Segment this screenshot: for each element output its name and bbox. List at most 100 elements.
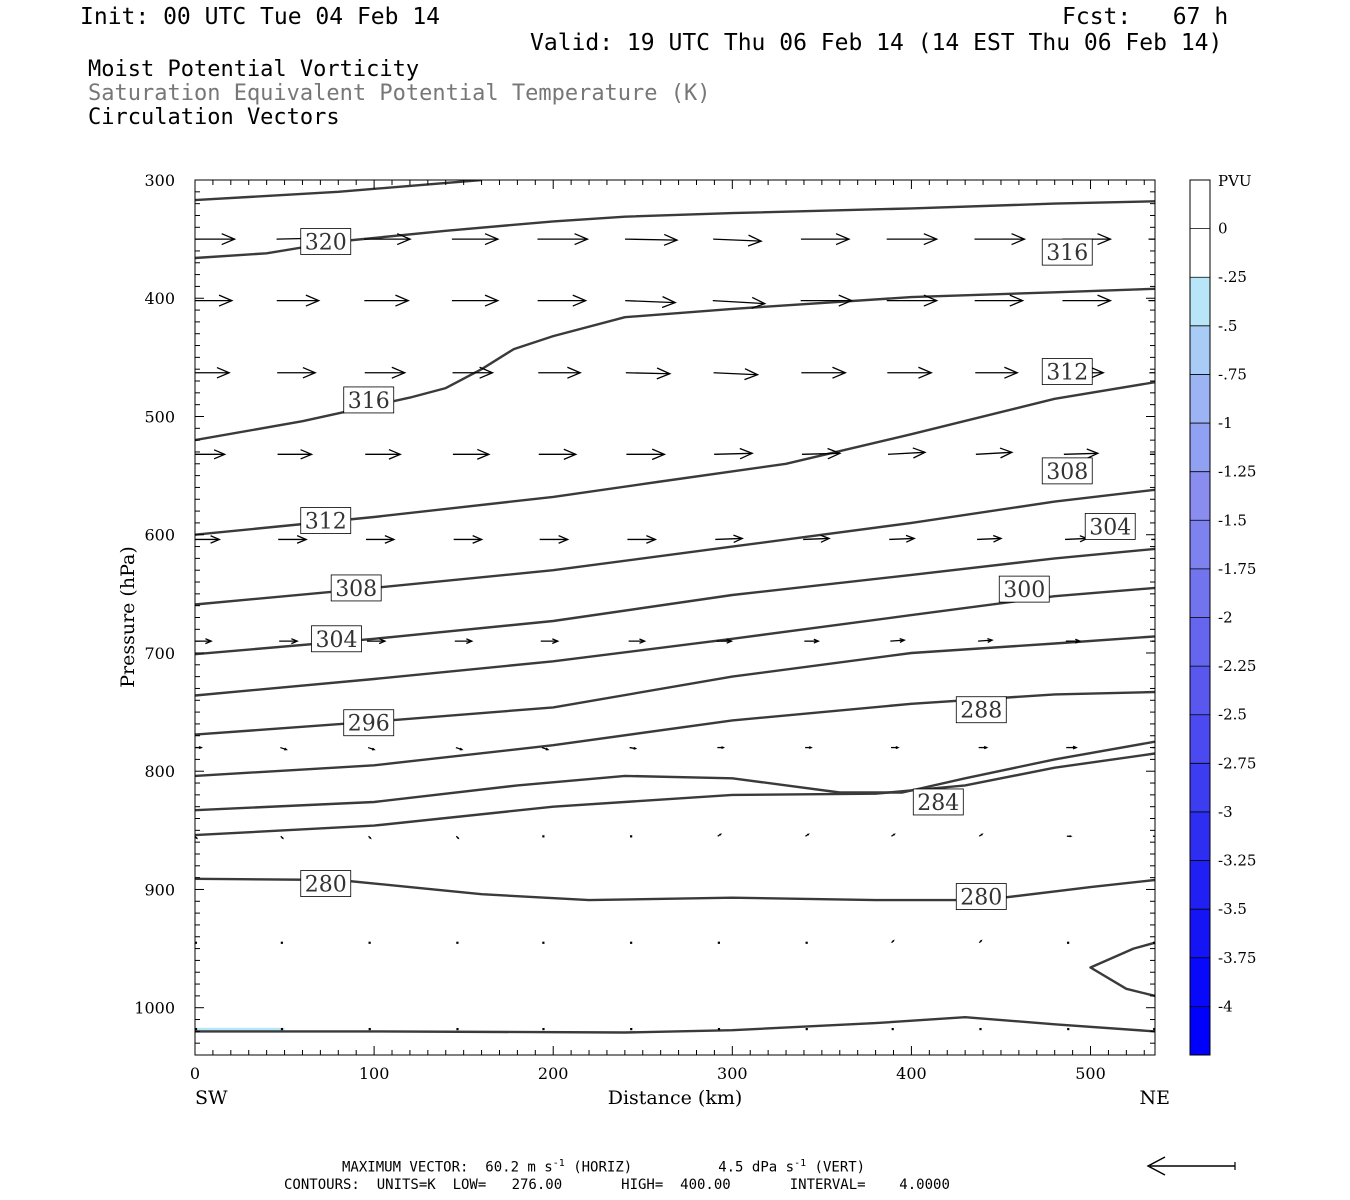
circulation-vector [540, 638, 560, 645]
vector-head [221, 233, 237, 246]
circulation-vector [974, 294, 1025, 307]
vector-dot [630, 1027, 633, 1031]
vector-head [205, 638, 213, 645]
circulation-vector [717, 746, 726, 749]
vector-head [296, 535, 308, 544]
vector-head [987, 637, 994, 643]
vector-head [1009, 294, 1025, 307]
circulation-vector [537, 233, 590, 246]
contour-label-text: 280 [960, 886, 1002, 911]
vector-head [721, 746, 726, 749]
circulation-vector [625, 367, 672, 380]
vert-unit-exponent: -1 [794, 1158, 807, 1169]
contour-label: 320 [300, 228, 352, 255]
vector-head [923, 233, 939, 246]
vector-head [895, 746, 900, 750]
circulation-vector [195, 449, 227, 460]
colorbar-swatch [1190, 520, 1210, 570]
vector-shaft [714, 452, 753, 455]
vector-head [983, 745, 989, 750]
circulation-vector [800, 294, 854, 307]
contour-label: 304 [311, 625, 362, 653]
circulation-vector [717, 941, 720, 944]
circulation-vector [886, 233, 939, 246]
colorbar-tick-label: -.5 [1218, 317, 1237, 335]
colorbar-swatch [1190, 180, 1210, 230]
vector-head [563, 448, 578, 460]
vector-head [466, 638, 474, 645]
circulation-vector [1065, 535, 1089, 543]
colorbar-tick-label: -2.75 [1218, 754, 1256, 772]
colorbar-swatch [1190, 325, 1210, 375]
vector-head [459, 747, 464, 751]
theta-es-contour [195, 381, 1155, 536]
vector-head [923, 294, 939, 307]
vector-shaft [890, 639, 905, 642]
vector-shaft [889, 537, 915, 541]
vector-head [302, 366, 317, 379]
contour-label-text: 296 [348, 712, 390, 737]
circulation-vector [364, 366, 407, 379]
contour-label: 280 [955, 883, 1007, 911]
circulation-vector [456, 1027, 459, 1031]
vector-shaft [625, 238, 678, 241]
circulation-vector [278, 535, 308, 544]
vector-head [479, 366, 495, 379]
colorbar-tick-label: -.25 [1218, 268, 1247, 286]
vector-dot [542, 835, 545, 838]
circulation-vector [715, 534, 744, 544]
colorbar-swatch [1190, 228, 1210, 278]
circulation-vector [276, 294, 321, 307]
theta-es-contour [195, 287, 1155, 442]
vector-head [477, 448, 491, 460]
theta-es-contour [1089, 941, 1155, 998]
circulation-vector [454, 638, 474, 645]
vector-head [216, 366, 231, 379]
vector-shaft [803, 537, 830, 541]
vector-head [832, 366, 848, 379]
y-tick-label: 500 [144, 407, 175, 426]
circulation-vector [1152, 835, 1155, 837]
colorbar-tick-label: 0 [1218, 220, 1228, 238]
circulation-vector [280, 746, 288, 751]
vector-head [899, 637, 906, 643]
theta-es-contour [195, 877, 1155, 902]
vector-head [1011, 233, 1027, 246]
y-tick-label: 300 [144, 171, 175, 190]
y-tick-label: 800 [144, 762, 175, 781]
vector-head [651, 448, 667, 461]
circulation-vector [977, 534, 1003, 543]
y-tick-label: 900 [144, 880, 175, 899]
circulation-vector [195, 1027, 198, 1031]
circulation-vector [455, 835, 460, 840]
circulation-vector [804, 638, 821, 644]
contour-label-box [300, 507, 352, 534]
vector-head [567, 366, 582, 379]
vector-dot [805, 1027, 808, 1031]
circulation-vector [713, 234, 763, 247]
contour-label-text: 320 [305, 230, 347, 255]
vector-dot [1153, 941, 1155, 944]
circulation-vector [714, 447, 754, 460]
circulation-vector [803, 534, 831, 543]
vector-dot [280, 941, 283, 944]
vector-head [835, 233, 851, 246]
vector-dot [542, 941, 545, 944]
circulation-vector [630, 941, 633, 944]
vector-head [813, 638, 821, 644]
contour-label-text: 304 [1089, 515, 1131, 540]
vector-head [574, 233, 590, 246]
theta-es-contour [195, 690, 1155, 778]
x-tick-label: 200 [538, 1064, 569, 1083]
circulation-vector [368, 835, 372, 840]
contour-label: 300 [998, 575, 1050, 603]
contour-label: 312 [300, 507, 352, 535]
vector-head [827, 447, 842, 460]
y-axis-label: Pressure (hPa) [117, 546, 139, 688]
vector-shaft [975, 451, 1012, 455]
vector-head [395, 294, 411, 307]
colorbar-swatch [1190, 423, 1210, 473]
colorbar-swatch [1190, 277, 1210, 327]
circulation-vector [364, 233, 412, 246]
colorbar-tick-label: -1.75 [1218, 560, 1256, 578]
